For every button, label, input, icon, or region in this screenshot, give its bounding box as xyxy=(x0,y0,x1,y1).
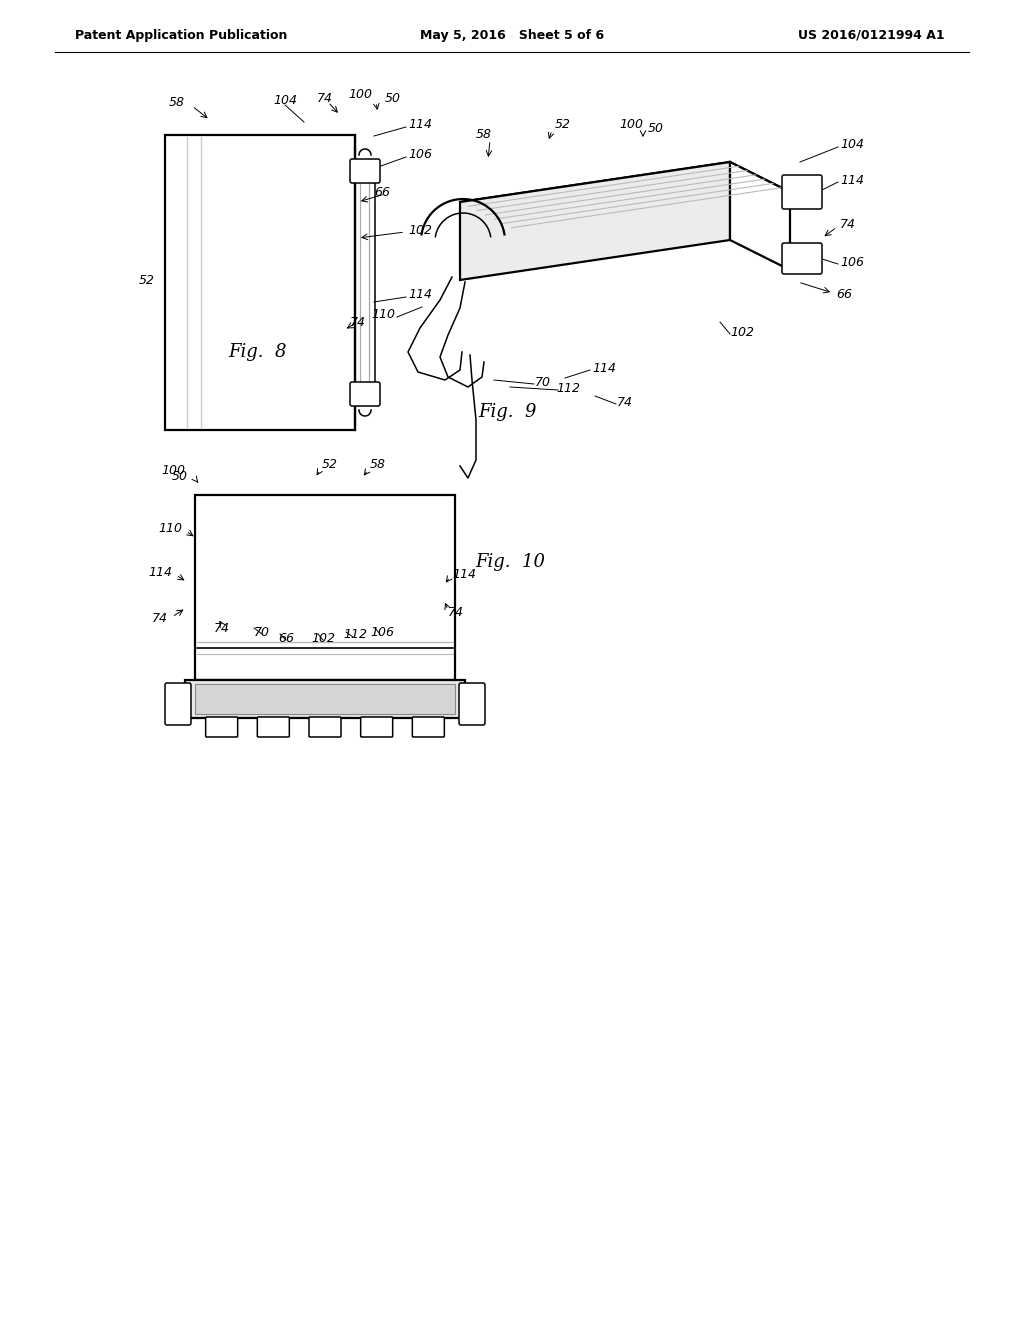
Text: 66: 66 xyxy=(836,289,852,301)
Text: 74: 74 xyxy=(840,219,856,231)
FancyBboxPatch shape xyxy=(206,717,238,737)
Text: 110: 110 xyxy=(158,521,182,535)
FancyBboxPatch shape xyxy=(165,682,191,725)
Text: 102: 102 xyxy=(408,223,432,236)
Text: 74: 74 xyxy=(152,611,168,624)
Text: 74: 74 xyxy=(617,396,633,408)
Text: 52: 52 xyxy=(322,458,338,471)
Text: 114: 114 xyxy=(840,173,864,186)
Text: 114: 114 xyxy=(408,289,432,301)
FancyBboxPatch shape xyxy=(782,243,822,275)
FancyBboxPatch shape xyxy=(782,176,822,209)
Bar xyxy=(165,135,355,430)
Text: 58: 58 xyxy=(169,95,185,108)
Text: 70: 70 xyxy=(254,626,270,639)
Text: 100: 100 xyxy=(618,117,643,131)
Text: 74: 74 xyxy=(350,317,366,330)
FancyBboxPatch shape xyxy=(257,717,290,737)
Text: 66: 66 xyxy=(374,186,390,198)
Polygon shape xyxy=(460,162,730,280)
Text: 114: 114 xyxy=(408,119,432,132)
FancyBboxPatch shape xyxy=(309,717,341,737)
Text: Patent Application Publication: Patent Application Publication xyxy=(75,29,288,41)
Text: 104: 104 xyxy=(840,139,864,152)
Text: 66: 66 xyxy=(278,631,294,644)
Text: 102: 102 xyxy=(730,326,754,338)
Text: 112: 112 xyxy=(343,628,367,642)
Text: 50: 50 xyxy=(385,91,401,104)
Text: 74: 74 xyxy=(449,606,464,619)
Text: 74: 74 xyxy=(317,91,333,104)
FancyBboxPatch shape xyxy=(413,717,444,737)
Text: 100: 100 xyxy=(161,463,185,477)
Polygon shape xyxy=(460,162,790,232)
Text: 52: 52 xyxy=(555,119,571,132)
Text: 114: 114 xyxy=(452,569,476,582)
Bar xyxy=(195,495,455,680)
FancyBboxPatch shape xyxy=(350,381,380,407)
FancyBboxPatch shape xyxy=(360,717,392,737)
Text: US 2016/0121994 A1: US 2016/0121994 A1 xyxy=(799,29,945,41)
Text: 58: 58 xyxy=(370,458,386,471)
FancyBboxPatch shape xyxy=(350,158,380,183)
Text: 106: 106 xyxy=(408,149,432,161)
Text: 74: 74 xyxy=(214,622,230,635)
Text: 52: 52 xyxy=(139,273,155,286)
Bar xyxy=(185,680,465,718)
Text: 106: 106 xyxy=(370,626,394,639)
Bar xyxy=(195,684,455,714)
FancyBboxPatch shape xyxy=(459,682,485,725)
Text: 110: 110 xyxy=(371,309,395,322)
Text: May 5, 2016   Sheet 5 of 6: May 5, 2016 Sheet 5 of 6 xyxy=(420,29,604,41)
Text: 70: 70 xyxy=(535,375,551,388)
Text: 106: 106 xyxy=(840,256,864,268)
Text: 112: 112 xyxy=(556,381,580,395)
Text: Fig.  9: Fig. 9 xyxy=(479,403,538,421)
Text: 58: 58 xyxy=(476,128,492,141)
Text: 114: 114 xyxy=(592,362,616,375)
Text: 114: 114 xyxy=(148,565,172,578)
Text: 100: 100 xyxy=(348,87,372,100)
Text: 50: 50 xyxy=(648,123,664,136)
Text: 50: 50 xyxy=(172,470,188,483)
Text: Fig.  10: Fig. 10 xyxy=(475,553,545,572)
Text: 104: 104 xyxy=(273,94,297,107)
Polygon shape xyxy=(730,162,790,271)
Text: Fig.  8: Fig. 8 xyxy=(228,343,288,360)
Text: 102: 102 xyxy=(311,631,335,644)
